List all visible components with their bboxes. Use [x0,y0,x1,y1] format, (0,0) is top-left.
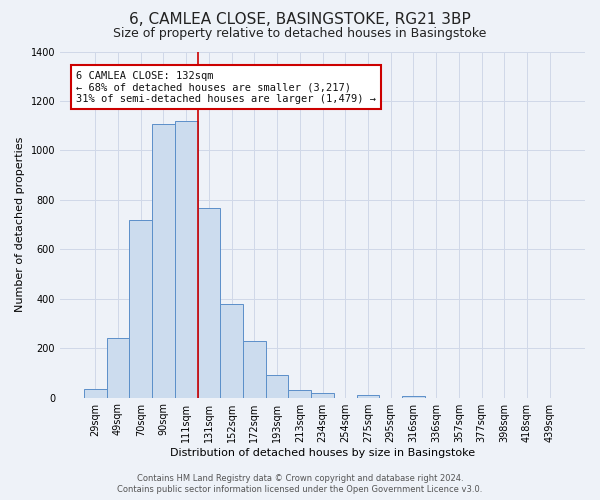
Bar [311,393,334,398]
Bar [175,120,197,398]
Bar [356,394,379,398]
Bar [266,376,289,398]
Bar [152,124,175,398]
Text: 6, CAMLEA CLOSE, BASINGSTOKE, RG21 3BP: 6, CAMLEA CLOSE, BASINGSTOKE, RG21 3BP [129,12,471,28]
Text: Size of property relative to detached houses in Basingstoke: Size of property relative to detached ho… [113,28,487,40]
Bar [197,208,220,398]
Text: 6 CAMLEA CLOSE: 132sqm
← 68% of detached houses are smaller (3,217)
31% of semi-: 6 CAMLEA CLOSE: 132sqm ← 68% of detached… [76,70,376,104]
Bar [220,304,243,398]
Y-axis label: Number of detached properties: Number of detached properties [15,137,25,312]
Text: Contains HM Land Registry data © Crown copyright and database right 2024.
Contai: Contains HM Land Registry data © Crown c… [118,474,482,494]
Bar [84,389,107,398]
Bar [402,396,425,398]
Bar [243,341,266,398]
X-axis label: Distribution of detached houses by size in Basingstoke: Distribution of detached houses by size … [170,448,475,458]
Bar [130,220,152,398]
Bar [107,338,130,398]
Bar [289,390,311,398]
